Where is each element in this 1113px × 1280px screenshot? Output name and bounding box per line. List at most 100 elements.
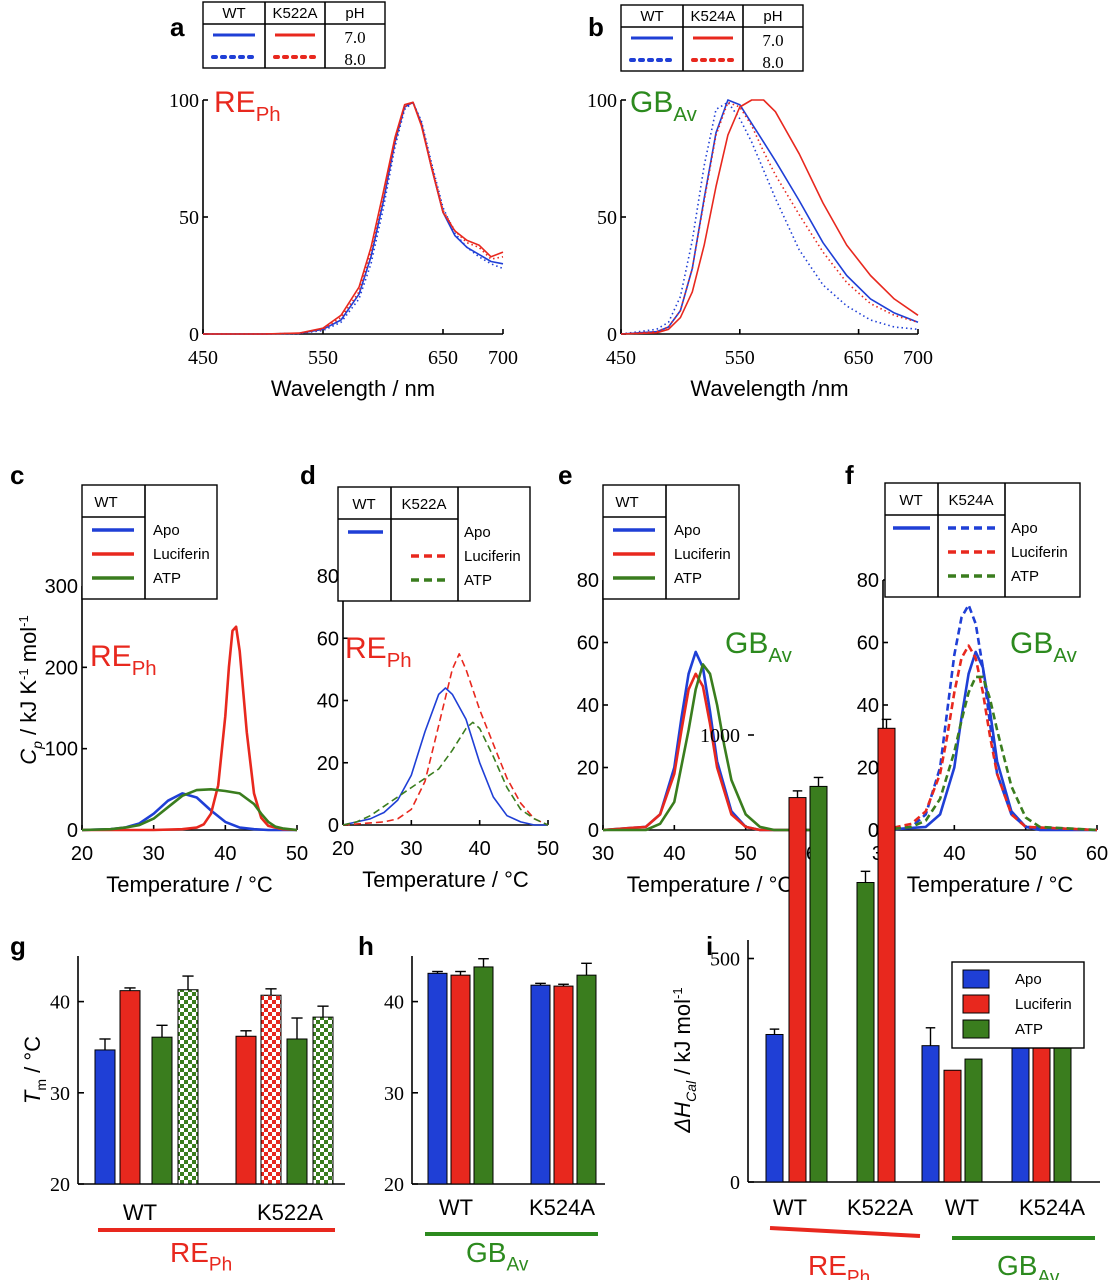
legend-entry: Luciferin (464, 548, 521, 565)
panel-f: f30405060020406080Temperature / °CWTK524… (845, 460, 1108, 897)
protein-label-sub: Av (673, 104, 697, 126)
legend-header: WT (899, 492, 922, 509)
y-tick-label: 80 (317, 566, 339, 588)
x-axis-label: Temperature / °C (907, 872, 1074, 897)
y-tick-label: 0 (67, 820, 78, 842)
protein-label-e: GBAv (725, 627, 793, 667)
series-green-solid (81, 787, 298, 832)
x-tick-label: 700 (488, 347, 518, 369)
bar-0-blue (765, 1033, 784, 1183)
y-tick-label: 20 (384, 1174, 404, 1196)
series-blue-dotted (203, 101, 504, 335)
y-tick-label: 0 (868, 820, 879, 842)
legend-header: WT (615, 494, 638, 511)
y-axis-label-part: -1 (16, 668, 31, 680)
protein-label-sub: Ph (387, 650, 412, 672)
x-tick-label: 50 (286, 843, 308, 865)
category-label: K524A (1019, 1195, 1085, 1220)
x-tick-label: 650 (844, 347, 874, 369)
bar-K524A-red (553, 985, 574, 1185)
x-axis-label: Temperature / °C (627, 872, 794, 897)
legend-header: K524A (690, 8, 735, 25)
series-blue-dashed (882, 603, 1098, 832)
bar-K522A-red-checker (260, 994, 282, 1185)
legend-ph-value: 8.0 (344, 50, 365, 69)
x-tick-label: 450 (606, 347, 636, 369)
legend-entry: Apo (674, 522, 701, 539)
series-red-solid (203, 101, 504, 335)
y-tick-label: 40 (577, 695, 599, 717)
bar-WT-green (473, 966, 494, 1185)
protein-label-sub: Ph (209, 1254, 232, 1275)
series-green-dashed (342, 721, 549, 826)
legend-entry: ATP (464, 572, 492, 589)
protein-label-text: REPh (170, 1237, 232, 1275)
legend-ph-value: 7.0 (344, 28, 365, 47)
bar-WT-red (119, 990, 141, 1185)
series-blue-solid (882, 650, 1097, 832)
series-red-solid (620, 99, 919, 335)
y-tick-label: 20 (857, 758, 879, 780)
x-tick-label: 40 (214, 843, 236, 865)
protein-label-text: REPh (808, 1250, 870, 1280)
y-tick-label: 60 (317, 628, 339, 650)
x-tick-label: 40 (943, 843, 965, 865)
series-red-dashed (342, 652, 549, 826)
protein-label-main: GB (725, 627, 768, 660)
y-axis-label-part: ΔH (670, 1102, 695, 1134)
protein-label-main: GB (997, 1250, 1037, 1280)
y-tick-label: 40 (50, 992, 70, 1014)
protein-label-b: GBAv (630, 86, 698, 126)
bar-2-red (943, 1069, 962, 1183)
legend-header: K524A (948, 492, 993, 509)
legend-entry: Apo (153, 522, 180, 539)
y-axis-label-part: p (29, 741, 45, 750)
y-tick-label: 0 (189, 324, 199, 346)
bar-2-blue (921, 1045, 940, 1183)
y-tick-label: 200 (45, 657, 78, 679)
x-tick-label: 60 (1086, 843, 1108, 865)
bar-2-green (964, 1058, 983, 1183)
legend-box (337, 486, 531, 602)
bar-K522A-red (235, 1035, 257, 1185)
panel-label-h: h (358, 931, 374, 961)
legend-entry: ATP (674, 570, 702, 587)
protein-label-main: RE (170, 1237, 209, 1268)
y-axis-label-part: -1 (670, 987, 685, 999)
y-tick-label: 30 (384, 1083, 404, 1105)
panel-c: c 20 30 40 50 0 100 200 300 Temperature / °C WT Apo… (10, 460, 308, 897)
panel-label-d: d (300, 460, 316, 490)
protein-label-main: GB (1010, 627, 1053, 660)
bar-0-green (809, 785, 828, 1183)
series-red-dashed (882, 644, 1098, 832)
legend-swatch-green (962, 1019, 990, 1039)
y-tick-label: 80 (857, 570, 879, 592)
y-axis-label-part: m (33, 1079, 49, 1091)
y-axis-label-part: mol (16, 627, 41, 669)
y-tick-label: 20 (577, 758, 599, 780)
y-axis-label-part: / °C (20, 1036, 45, 1079)
protein-label-f: GBAv (1010, 627, 1078, 667)
protein-label-text: GBAv (1010, 627, 1078, 667)
legend-entry: Apo (464, 524, 491, 541)
panel-label-a: a (170, 12, 185, 42)
legend-ph-value: 8.0 (762, 53, 783, 72)
x-tick-label: 50 (735, 843, 757, 865)
legend-swatch-blue (962, 969, 990, 989)
protein-label-sub: Av (768, 645, 792, 667)
y-axis-label: Cp / kJ K-1 mol-1 (16, 615, 45, 765)
protein-label-main: GB (630, 86, 673, 119)
legend-header: pH (763, 8, 782, 25)
protein-label-main: GB (466, 1237, 506, 1268)
protein-label-g: REPh (170, 1237, 232, 1275)
category-label: K522A (257, 1200, 323, 1225)
y-tick-label: 60 (577, 633, 599, 655)
y-tick-label: 30 (50, 1083, 70, 1105)
panel-a: a 450 550 650 700 0 50 100 Wavelength / nm WT K522… (169, 1, 518, 401)
bar-0-red (788, 797, 807, 1183)
y-axis-label-part: / kJ K (16, 680, 41, 741)
y-tick-label: 40 (857, 695, 879, 717)
y-tick-label: 50 (179, 207, 199, 229)
bar-K524A-green (576, 974, 597, 1185)
